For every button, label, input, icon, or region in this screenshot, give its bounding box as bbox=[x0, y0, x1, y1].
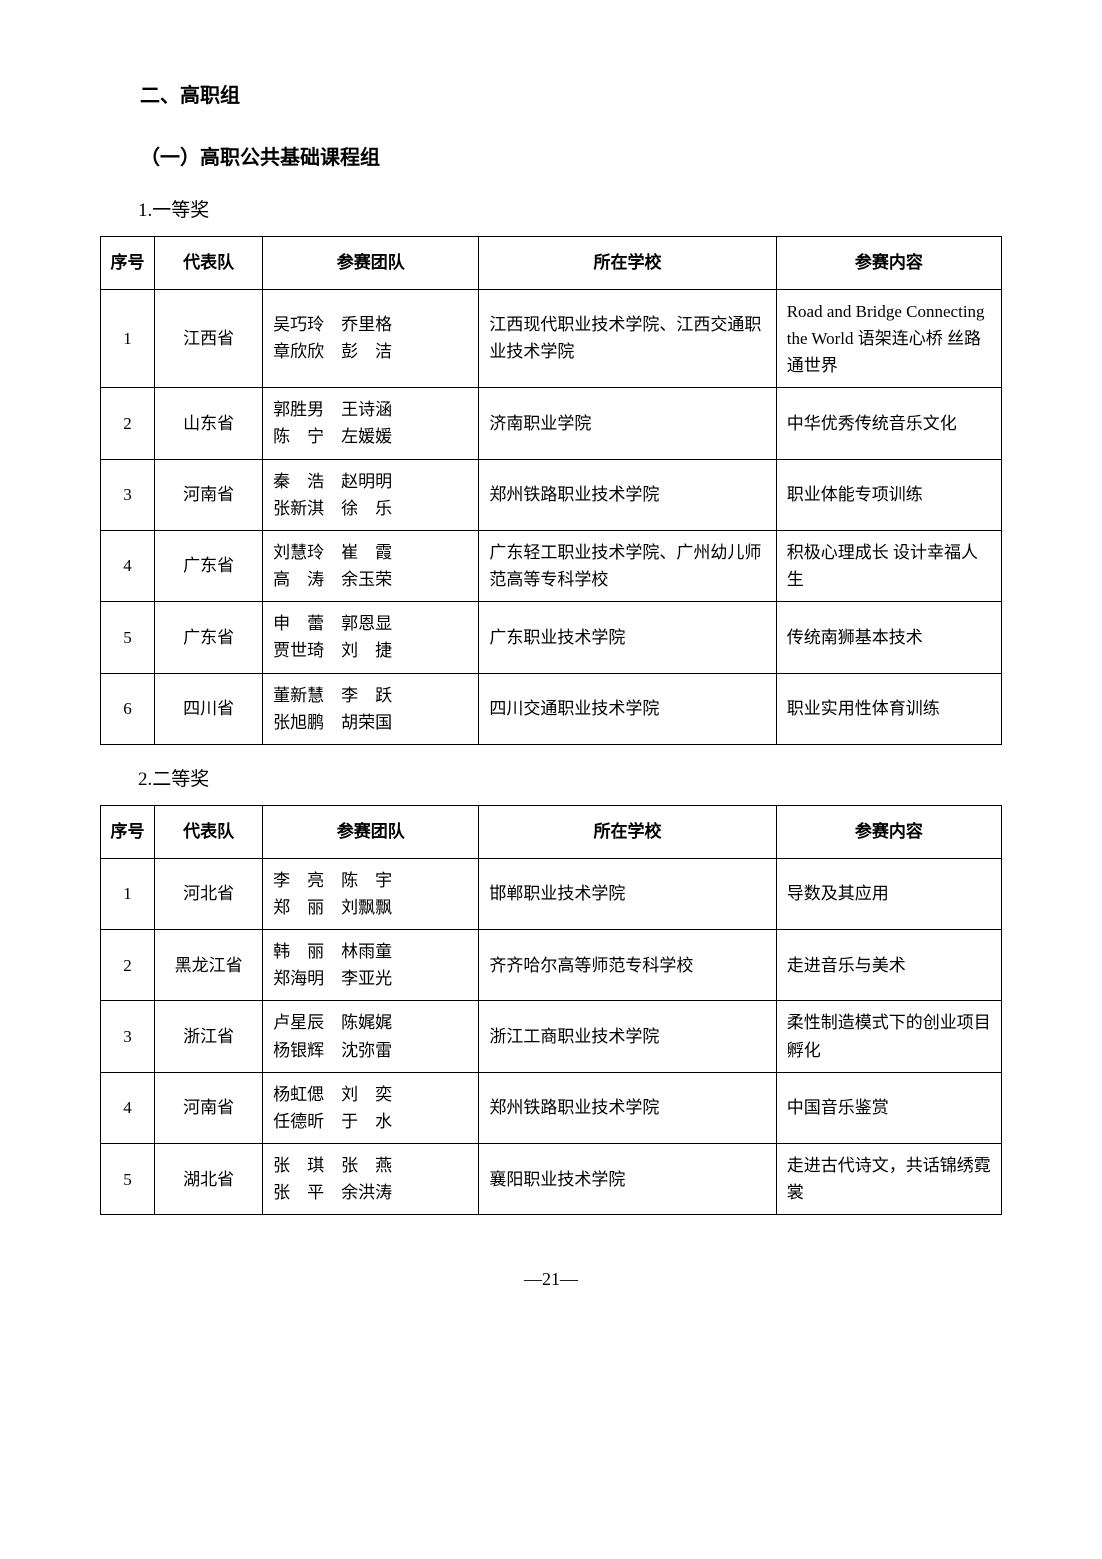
cell-team: 董新慧 李 跃 张旭鹏 胡荣国 bbox=[263, 673, 479, 744]
table-header-row: 序号 代表队 参赛团队 所在学校 参赛内容 bbox=[101, 806, 1002, 858]
cell-province: 河北省 bbox=[155, 858, 263, 929]
header-school: 所在学校 bbox=[479, 237, 776, 289]
table-row: 3河南省秦 浩 赵明明 张新淇 徐 乐郑州铁路职业技术学院职业体能专项训练 bbox=[101, 459, 1002, 530]
cell-province: 河南省 bbox=[155, 459, 263, 530]
table-row: 5广东省申 蕾 郭恩显 贾世琦 刘 捷广东职业技术学院传统南狮基本技术 bbox=[101, 602, 1002, 673]
cell-content: 柔性制造模式下的创业项目孵化 bbox=[776, 1001, 1001, 1072]
section-heading: 二、高职组 bbox=[100, 80, 1002, 112]
header-content: 参赛内容 bbox=[776, 806, 1001, 858]
table-row: 2黑龙江省韩 丽 林雨童 郑海明 李亚光齐齐哈尔高等师范专科学校走进音乐与美术 bbox=[101, 929, 1002, 1000]
cell-content: 职业体能专项训练 bbox=[776, 459, 1001, 530]
cell-school: 江西现代职业技术学院、江西交通职业技术学院 bbox=[479, 289, 776, 388]
cell-index: 4 bbox=[101, 1072, 155, 1143]
cell-team: 李 亮 陈 宇 郑 丽 刘飘飘 bbox=[263, 858, 479, 929]
cell-content: Road and Bridge Connecting the World 语架连… bbox=[776, 289, 1001, 388]
table-row: 4广东省刘慧玲 崔 霞 高 涛 余玉荣广东轻工职业技术学院、广州幼儿师范高等专科… bbox=[101, 530, 1002, 601]
cell-school: 四川交通职业技术学院 bbox=[479, 673, 776, 744]
cell-content: 走进音乐与美术 bbox=[776, 929, 1001, 1000]
cell-team: 郭胜男 王诗涵 陈 宁 左媛媛 bbox=[263, 388, 479, 459]
header-content: 参赛内容 bbox=[776, 237, 1001, 289]
table-row: 4河南省杨虹偲 刘 奕 任德昕 于 水郑州铁路职业技术学院中国音乐鉴赏 bbox=[101, 1072, 1002, 1143]
cell-content: 中华优秀传统音乐文化 bbox=[776, 388, 1001, 459]
cell-team: 刘慧玲 崔 霞 高 涛 余玉荣 bbox=[263, 530, 479, 601]
header-province: 代表队 bbox=[155, 237, 263, 289]
table-row: 6四川省董新慧 李 跃 张旭鹏 胡荣国四川交通职业技术学院职业实用性体育训练 bbox=[101, 673, 1002, 744]
cell-school: 济南职业学院 bbox=[479, 388, 776, 459]
cell-content: 传统南狮基本技术 bbox=[776, 602, 1001, 673]
award1-heading: 1.一等奖 bbox=[100, 196, 1002, 226]
cell-team: 卢星辰 陈娓娓 杨银辉 沈弥雷 bbox=[263, 1001, 479, 1072]
subsection-heading: （一）高职公共基础课程组 bbox=[100, 142, 1002, 174]
cell-province: 江西省 bbox=[155, 289, 263, 388]
cell-content: 中国音乐鉴赏 bbox=[776, 1072, 1001, 1143]
cell-index: 5 bbox=[101, 1144, 155, 1215]
cell-province: 湖北省 bbox=[155, 1144, 263, 1215]
cell-index: 3 bbox=[101, 1001, 155, 1072]
cell-index: 3 bbox=[101, 459, 155, 530]
cell-content: 走进古代诗文，共话锦绣霓裳 bbox=[776, 1144, 1001, 1215]
header-index: 序号 bbox=[101, 806, 155, 858]
cell-school: 郑州铁路职业技术学院 bbox=[479, 459, 776, 530]
cell-school: 邯郸职业技术学院 bbox=[479, 858, 776, 929]
cell-school: 襄阳职业技术学院 bbox=[479, 1144, 776, 1215]
cell-team: 韩 丽 林雨童 郑海明 李亚光 bbox=[263, 929, 479, 1000]
cell-content: 积极心理成长 设计幸福人生 bbox=[776, 530, 1001, 601]
header-team: 参赛团队 bbox=[263, 806, 479, 858]
cell-province: 四川省 bbox=[155, 673, 263, 744]
table-row: 5湖北省张 琪 张 燕 张 平 余洪涛襄阳职业技术学院走进古代诗文，共话锦绣霓裳 bbox=[101, 1144, 1002, 1215]
cell-province: 黑龙江省 bbox=[155, 929, 263, 1000]
cell-index: 4 bbox=[101, 530, 155, 601]
cell-province: 广东省 bbox=[155, 530, 263, 601]
cell-school: 齐齐哈尔高等师范专科学校 bbox=[479, 929, 776, 1000]
cell-province: 河南省 bbox=[155, 1072, 263, 1143]
table-row: 1江西省吴巧玲 乔里格 章欣欣 彭 洁江西现代职业技术学院、江西交通职业技术学院… bbox=[101, 289, 1002, 388]
award2-heading: 2.二等奖 bbox=[100, 765, 1002, 795]
cell-team: 秦 浩 赵明明 张新淇 徐 乐 bbox=[263, 459, 479, 530]
cell-index: 2 bbox=[101, 929, 155, 1000]
cell-team: 吴巧玲 乔里格 章欣欣 彭 洁 bbox=[263, 289, 479, 388]
table-row: 2山东省郭胜男 王诗涵 陈 宁 左媛媛济南职业学院中华优秀传统音乐文化 bbox=[101, 388, 1002, 459]
cell-team: 杨虹偲 刘 奕 任德昕 于 水 bbox=[263, 1072, 479, 1143]
cell-index: 5 bbox=[101, 602, 155, 673]
cell-index: 1 bbox=[101, 289, 155, 388]
cell-province: 浙江省 bbox=[155, 1001, 263, 1072]
award1-table: 序号 代表队 参赛团队 所在学校 参赛内容 1江西省吴巧玲 乔里格 章欣欣 彭 … bbox=[100, 236, 1002, 745]
cell-team: 申 蕾 郭恩显 贾世琦 刘 捷 bbox=[263, 602, 479, 673]
table-row: 3浙江省卢星辰 陈娓娓 杨银辉 沈弥雷浙江工商职业技术学院柔性制造模式下的创业项… bbox=[101, 1001, 1002, 1072]
cell-team: 张 琪 张 燕 张 平 余洪涛 bbox=[263, 1144, 479, 1215]
table-header-row: 序号 代表队 参赛团队 所在学校 参赛内容 bbox=[101, 237, 1002, 289]
cell-index: 2 bbox=[101, 388, 155, 459]
cell-content: 导数及其应用 bbox=[776, 858, 1001, 929]
cell-index: 6 bbox=[101, 673, 155, 744]
cell-content: 职业实用性体育训练 bbox=[776, 673, 1001, 744]
cell-school: 广东职业技术学院 bbox=[479, 602, 776, 673]
header-province: 代表队 bbox=[155, 806, 263, 858]
header-team: 参赛团队 bbox=[263, 237, 479, 289]
table-row: 1河北省李 亮 陈 宇 郑 丽 刘飘飘邯郸职业技术学院导数及其应用 bbox=[101, 858, 1002, 929]
cell-school: 郑州铁路职业技术学院 bbox=[479, 1072, 776, 1143]
award2-table: 序号 代表队 参赛团队 所在学校 参赛内容 1河北省李 亮 陈 宇 郑 丽 刘飘… bbox=[100, 805, 1002, 1215]
cell-school: 浙江工商职业技术学院 bbox=[479, 1001, 776, 1072]
cell-index: 1 bbox=[101, 858, 155, 929]
header-school: 所在学校 bbox=[479, 806, 776, 858]
cell-province: 广东省 bbox=[155, 602, 263, 673]
page-number: —21— bbox=[100, 1265, 1002, 1294]
cell-province: 山东省 bbox=[155, 388, 263, 459]
cell-school: 广东轻工职业技术学院、广州幼儿师范高等专科学校 bbox=[479, 530, 776, 601]
header-index: 序号 bbox=[101, 237, 155, 289]
